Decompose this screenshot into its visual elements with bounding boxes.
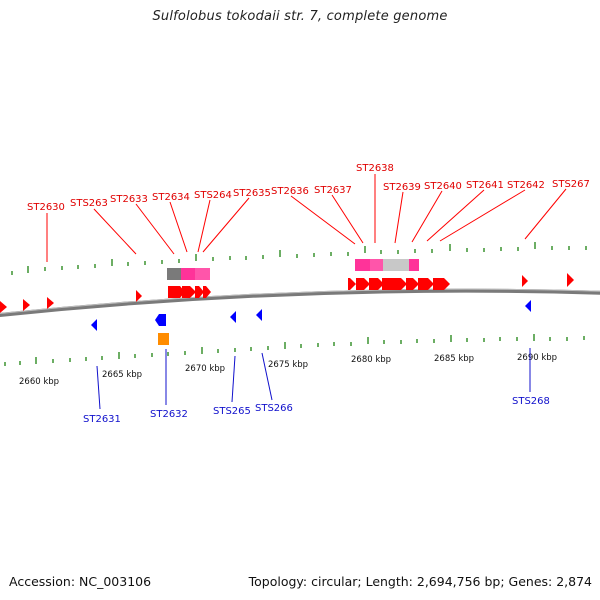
outer-scale-ticks: [11, 242, 587, 275]
feature-bar-pink[interactable]: [181, 268, 195, 280]
scale-label: 2680 kbp: [351, 355, 391, 365]
feature-bar-pink[interactable]: [195, 268, 210, 280]
gene-arrow-forward[interactable]: [23, 299, 30, 311]
gene-label[interactable]: STS266: [255, 403, 293, 414]
feature-bar-gray[interactable]: [167, 268, 181, 280]
gene-arrow-forward[interactable]: [356, 278, 370, 290]
feature-bar-pink[interactable]: [370, 259, 383, 271]
gene-label[interactable]: ST2630: [27, 202, 65, 213]
top-gene-labels: ST2630 STS263 ST2633 ST2634 STS264 ST263…: [27, 163, 590, 213]
feature-bar-pink[interactable]: [355, 259, 370, 271]
gene-arrow-reverse[interactable]: [525, 300, 531, 312]
gene-arrow-reverse[interactable]: [230, 311, 236, 323]
gene-arrow-forward[interactable]: [567, 273, 574, 287]
gene-arrow-forward[interactable]: [369, 278, 384, 290]
gene-arrow-forward[interactable]: [47, 297, 54, 309]
gene-arrow-forward[interactable]: [182, 286, 196, 298]
accession-text: Accession: NC_003106: [9, 574, 152, 589]
gene-label[interactable]: ST2632: [150, 409, 188, 420]
gene-label[interactable]: ST2631: [83, 414, 121, 425]
gene-label[interactable]: ST2636: [271, 186, 309, 197]
gene-arrow-forward[interactable]: [136, 290, 142, 302]
gene-label[interactable]: ST2642: [507, 180, 545, 191]
gene-label[interactable]: ST2637: [314, 185, 352, 196]
gene-label[interactable]: STS268: [512, 396, 550, 407]
gene-arrow-forward[interactable]: [195, 286, 204, 298]
gene-arrow-forward[interactable]: [418, 278, 434, 290]
genome-backbone: [0, 288, 600, 317]
gene-arrow-forward[interactable]: [0, 301, 7, 313]
scale-label: 2685 kbp: [434, 354, 474, 364]
gene-label[interactable]: STS263: [70, 198, 108, 209]
scale-label: 2660 kbp: [19, 377, 59, 387]
forward-genes: [0, 273, 574, 313]
scale-labels: 2660 kbp 2665 kbp 2670 kbp 2675 kbp 2680…: [19, 353, 557, 387]
gene-arrow-reverse[interactable]: [256, 309, 262, 321]
gene-label[interactable]: ST2639: [383, 182, 421, 193]
gene-label[interactable]: ST2640: [424, 181, 462, 192]
bottom-gene-labels: ST2631 ST2632 STS265 STS266 STS268: [83, 396, 550, 425]
gene-arrow-forward[interactable]: [203, 286, 211, 298]
feature-bar-pink[interactable]: [409, 259, 419, 271]
feature-bar-orange[interactable]: [158, 333, 169, 345]
gene-label[interactable]: ST2638: [356, 163, 394, 174]
genome-title: Sulfolobus tokodaii str. 7, complete gen…: [152, 9, 448, 24]
top-leader-lines: [46, 174, 567, 262]
reverse-genes: [91, 300, 531, 331]
gene-arrow-forward[interactable]: [406, 278, 419, 290]
scale-label: 2670 kbp: [185, 364, 225, 374]
genome-summary-text: Topology: circular; Length: 2,694,756 bp…: [248, 574, 592, 589]
gene-label[interactable]: STS265: [213, 406, 251, 417]
scale-label: 2690 kbp: [517, 353, 557, 363]
genome-backbone-highlight: [0, 288, 600, 314]
gene-arrow-forward[interactable]: [348, 278, 356, 290]
feature-bar-gray[interactable]: [383, 259, 409, 271]
inner-scale-ticks: [4, 334, 585, 366]
gene-label[interactable]: ST2634: [152, 192, 190, 203]
gene-arrow-reverse[interactable]: [155, 314, 166, 326]
bottom-leader-lines: [96, 348, 531, 410]
scale-label: 2675 kbp: [268, 360, 308, 370]
gene-label[interactable]: ST2633: [110, 194, 148, 205]
gene-arrow-forward[interactable]: [382, 278, 407, 290]
gene-label[interactable]: STS267: [552, 179, 590, 190]
gene-label[interactable]: ST2641: [466, 180, 504, 191]
scale-label: 2665 kbp: [102, 370, 142, 380]
top-feature-bars: [167, 259, 419, 280]
gene-label[interactable]: ST2635: [233, 188, 271, 199]
gene-label[interactable]: STS264: [194, 190, 232, 201]
gene-arrow-forward[interactable]: [522, 275, 528, 287]
gene-arrow-reverse[interactable]: [91, 319, 97, 331]
gene-arrow-forward[interactable]: [433, 278, 450, 290]
gene-arrow-forward[interactable]: [168, 286, 185, 298]
